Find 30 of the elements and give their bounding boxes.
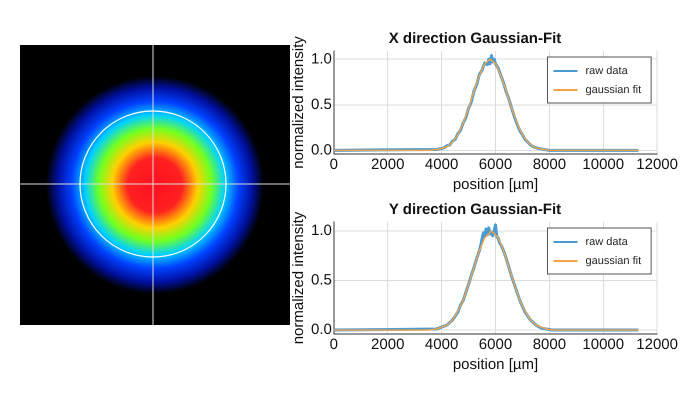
legend-label: gaussian fit xyxy=(586,255,642,268)
x-tick-label: 12000 xyxy=(636,156,678,174)
chart-title: X direction Gaussian-Fit xyxy=(388,30,562,48)
x-tick-label: 12000 xyxy=(636,336,678,354)
y-tick-label: 1.0 xyxy=(310,50,332,68)
x-tick-label: 10000 xyxy=(582,336,624,354)
chart-title: Y direction Gaussian-Fit xyxy=(388,201,562,218)
y-tick-label: 0.0 xyxy=(310,141,332,158)
legend-label: raw data xyxy=(586,236,629,248)
legend-label: gaussian fit xyxy=(586,84,642,96)
y-tick-label: 0.5 xyxy=(310,96,332,113)
x-axis-title: position [µm] xyxy=(452,176,538,194)
legend-label: raw data xyxy=(586,65,629,78)
x-tick-label: 4000 xyxy=(424,336,458,354)
y-tick-label: 0.5 xyxy=(310,272,332,289)
y-axis-title: normalized intensity xyxy=(290,211,308,344)
x-tick-label: 6000 xyxy=(478,156,512,174)
x-tick-label: 10000 xyxy=(582,156,624,174)
y-tick-label: 1.0 xyxy=(310,222,332,240)
x-tick-label: 4000 xyxy=(424,156,458,174)
x-tick-label: 8000 xyxy=(532,336,566,354)
x-tick-label: 0 xyxy=(330,156,338,174)
x-tick-label: 2000 xyxy=(371,156,404,174)
x-tick-label: 2000 xyxy=(371,336,404,354)
x-tick-label: 0 xyxy=(330,336,338,354)
y-tick-label: 0.0 xyxy=(310,321,332,338)
x-axis-title: position [µm] xyxy=(452,356,538,374)
y-axis-title: normalized intensity xyxy=(290,36,308,169)
x-tick-label: 6000 xyxy=(478,336,512,354)
x-tick-label: 8000 xyxy=(532,156,566,174)
